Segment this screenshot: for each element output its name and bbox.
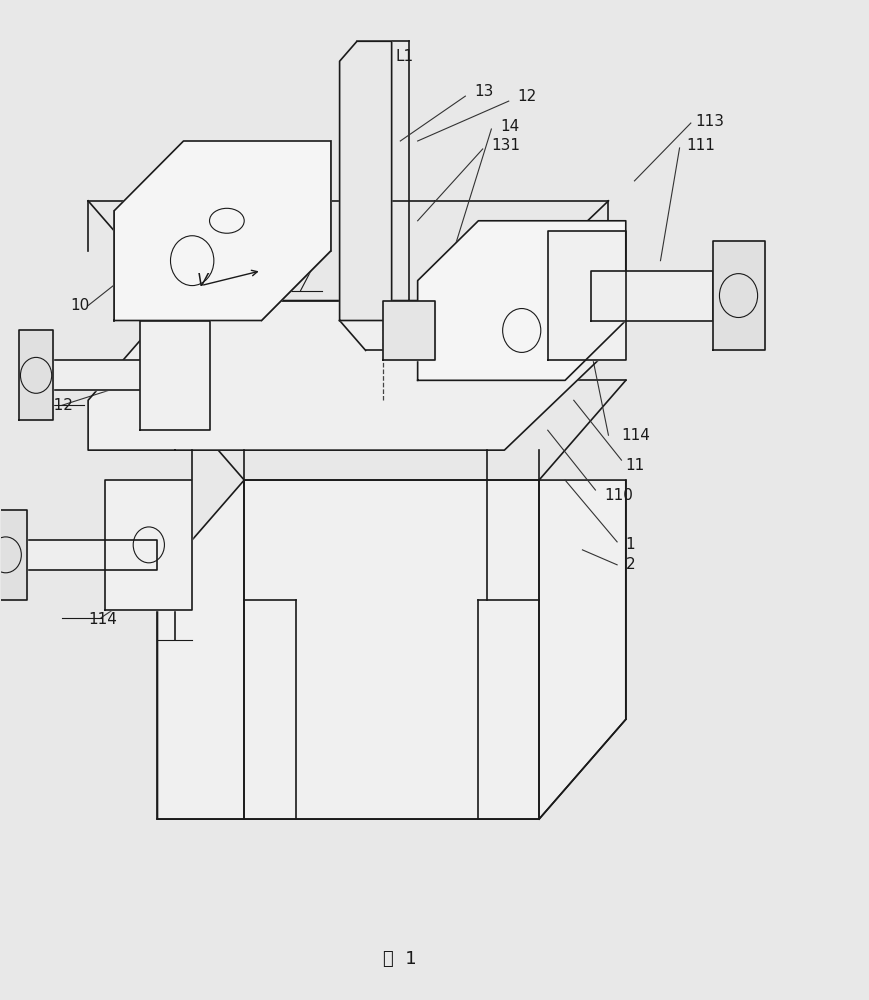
Polygon shape bbox=[53, 360, 175, 390]
Text: 13: 13 bbox=[474, 84, 493, 99]
Text: V: V bbox=[196, 272, 208, 290]
Text: 114: 114 bbox=[620, 428, 650, 443]
Polygon shape bbox=[140, 320, 209, 430]
Polygon shape bbox=[0, 510, 28, 600]
Text: 113: 113 bbox=[694, 114, 723, 129]
Polygon shape bbox=[28, 540, 157, 570]
Text: 2: 2 bbox=[625, 557, 634, 572]
Polygon shape bbox=[712, 241, 764, 350]
Text: 112: 112 bbox=[44, 398, 74, 413]
Polygon shape bbox=[382, 301, 434, 360]
Polygon shape bbox=[88, 301, 607, 450]
Polygon shape bbox=[339, 41, 391, 320]
Polygon shape bbox=[547, 231, 625, 360]
Text: 110: 110 bbox=[603, 488, 633, 503]
Text: 111: 111 bbox=[686, 138, 714, 153]
Text: 131: 131 bbox=[491, 138, 520, 153]
Text: 14: 14 bbox=[500, 119, 519, 134]
Polygon shape bbox=[417, 221, 625, 380]
Text: 1: 1 bbox=[625, 537, 634, 552]
Polygon shape bbox=[19, 330, 53, 420]
Text: 12: 12 bbox=[517, 89, 536, 104]
Text: 114: 114 bbox=[88, 612, 116, 627]
Text: L1: L1 bbox=[395, 49, 414, 64]
Text: 10: 10 bbox=[70, 298, 90, 313]
Polygon shape bbox=[157, 480, 625, 819]
Text: 11: 11 bbox=[625, 458, 644, 473]
Polygon shape bbox=[590, 271, 712, 320]
Text: 图  1: 图 1 bbox=[383, 950, 416, 968]
Polygon shape bbox=[105, 480, 192, 610]
Polygon shape bbox=[114, 141, 330, 320]
